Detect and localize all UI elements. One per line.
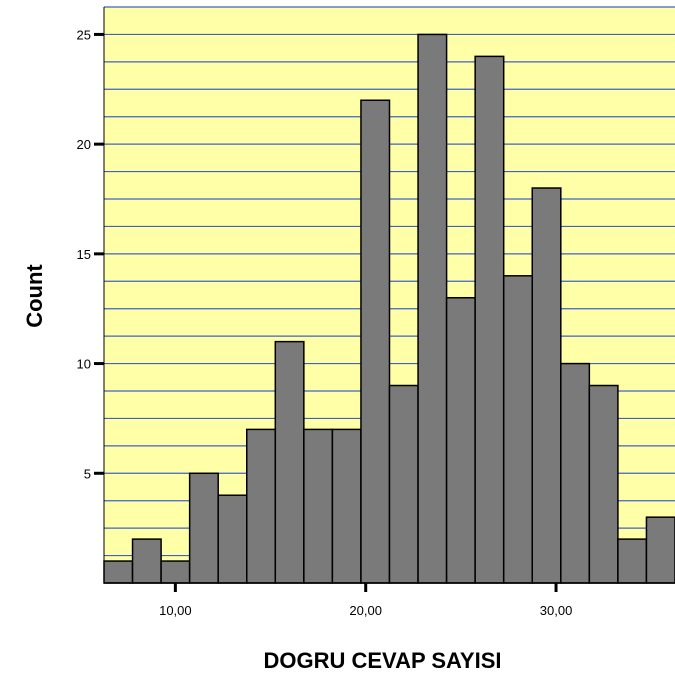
y-tick-label: 10 [77,357,91,372]
histogram-bar [188,472,219,584]
histogram-bar [303,428,334,584]
x-axis-title: DOGRU CEVAP SAYISI [264,648,502,673]
histogram-bar [560,362,591,584]
y-tick-label: 15 [77,247,91,262]
x-tick-label: 20,00 [349,603,382,618]
y-axis-title: Count [22,264,47,328]
bars-group [103,33,675,584]
x-tick-label: 10,00 [159,603,192,618]
histogram-bar [388,384,419,584]
histogram-bar [274,340,305,584]
histogram-bar [103,560,134,584]
y-ticks: 5 10 15 20 25 [77,27,104,481]
x-tick-label: 30,00 [540,603,573,618]
histogram-bar [502,275,534,584]
histogram-bar [645,516,675,584]
histogram-bar [246,428,277,584]
histogram-bar [617,538,648,584]
histogram-bar [445,296,476,584]
histogram-bar [588,384,619,584]
histogram-bar [531,187,562,584]
histogram-bar [160,560,191,584]
histogram-bar [331,428,362,584]
histogram-bar [474,55,505,584]
histogram-bar [217,494,248,584]
y-tick-label: 20 [77,137,91,152]
histogram-bar [360,99,391,584]
x-ticks: 10,00 20,00 30,00 [159,583,572,618]
y-tick-label: 5 [84,466,91,481]
histogram-bar [131,538,162,584]
axes [103,7,675,584]
histogram-bar [417,33,448,584]
y-tick-label: 25 [77,27,91,42]
